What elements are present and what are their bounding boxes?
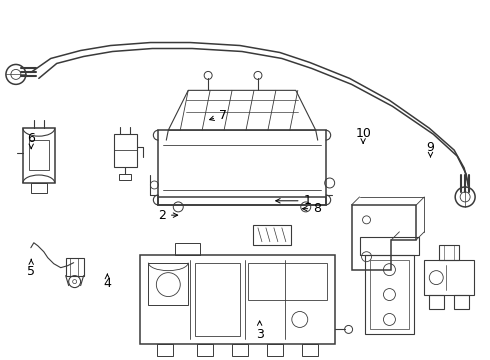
- Text: 8: 8: [302, 202, 321, 215]
- Text: 10: 10: [355, 127, 371, 143]
- Text: 2: 2: [158, 209, 178, 222]
- Text: 6: 6: [27, 132, 35, 149]
- Text: 1: 1: [276, 194, 312, 207]
- Text: 7: 7: [210, 109, 227, 122]
- Text: 9: 9: [426, 140, 435, 157]
- Text: 3: 3: [256, 321, 264, 341]
- Text: 4: 4: [103, 274, 111, 291]
- Text: 5: 5: [27, 259, 35, 278]
